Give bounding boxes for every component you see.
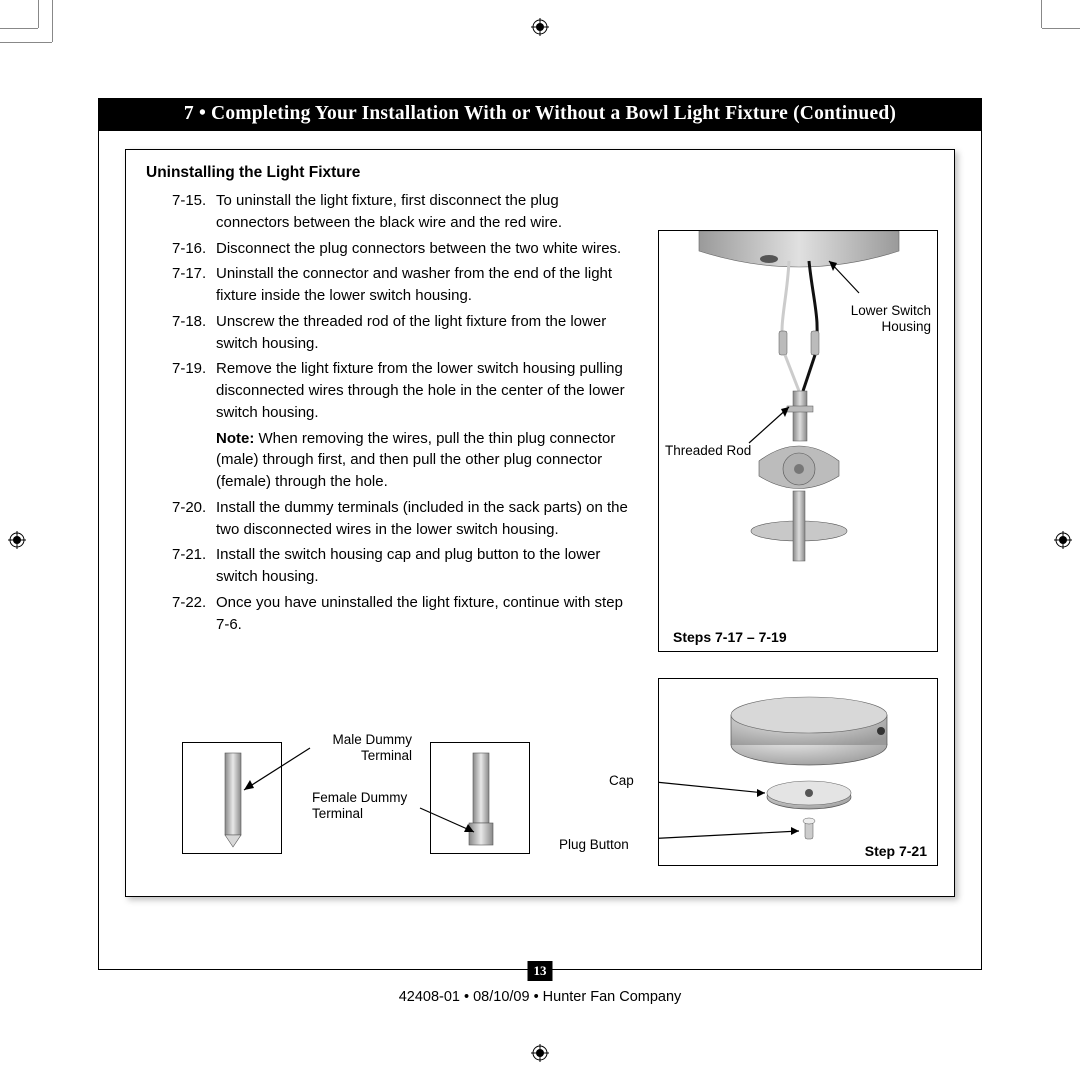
note-row: Note: When removing the wires, pull the …	[216, 428, 632, 493]
male-terminal-icon	[183, 743, 283, 855]
registration-mark-icon	[8, 531, 26, 549]
figure-step-721: Cap Plug Button Step 7-21	[658, 678, 938, 866]
figure-label-cap: Cap	[609, 773, 634, 788]
steps-list: 7-15.To uninstall the light fixture, fir…	[172, 190, 632, 424]
note-text: When removing the wires, pull the thin p…	[216, 430, 615, 491]
crop-mark	[1042, 28, 1080, 29]
step-text: Unscrew the threaded rod of the light fi…	[216, 311, 632, 355]
step-row: 7-20.Install the dummy terminals (includ…	[172, 497, 632, 541]
note-label: Note:	[216, 430, 254, 447]
step-text: Install the dummy terminals (included in…	[216, 497, 632, 541]
crop-mark	[52, 0, 53, 42]
step-text: Uninstall the connector and washer from …	[216, 263, 632, 307]
male-terminal-figure	[182, 742, 282, 854]
step-text: To uninstall the light fixture, first di…	[216, 190, 632, 234]
crop-mark	[0, 42, 52, 43]
content-outer: Uninstalling the Light Fixture 7-15.To u…	[99, 131, 981, 921]
step-number: 7-15.	[172, 190, 216, 234]
figure-label-threaded-rod: Threaded Rod	[665, 443, 751, 458]
step-number: 7-21.	[172, 544, 216, 588]
figure-label-plug-button: Plug Button	[559, 837, 629, 852]
cap-diagram-icon	[659, 679, 939, 847]
page-title: 7 • Completing Your Installation With or…	[99, 99, 981, 131]
step-row: 7-15.To uninstall the light fixture, fir…	[172, 190, 632, 234]
page-frame: 7 • Completing Your Installation With or…	[98, 98, 982, 970]
step-text: Remove the light fixture from the lower …	[216, 358, 632, 423]
step-row: 7-22.Once you have uninstalled the light…	[172, 592, 632, 636]
figure-caption: Step 7-21	[865, 843, 927, 859]
step-number: 7-18.	[172, 311, 216, 355]
step-number: 7-19.	[172, 358, 216, 423]
step-row: 7-16.Disconnect the plug connectors betw…	[172, 238, 632, 260]
label-male-terminal: Male Dummy Terminal	[312, 732, 412, 764]
step-text: Once you have uninstalled the light fixt…	[216, 592, 632, 636]
registration-mark-icon	[531, 18, 549, 36]
section-heading: Uninstalling the Light Fixture	[146, 164, 938, 182]
steps-list-2: 7-20.Install the dummy terminals (includ…	[172, 497, 632, 636]
step-number: 7-17.	[172, 263, 216, 307]
crop-mark	[1041, 0, 1042, 28]
registration-mark-icon	[531, 1044, 549, 1062]
figure-steps-717-719: Lower Switch Housing Threaded Rod Steps …	[658, 230, 938, 652]
figure-caption: Steps 7-17 – 7-19	[673, 629, 787, 645]
crop-mark	[38, 0, 39, 28]
label-female-terminal: Female Dummy Terminal	[312, 790, 422, 822]
step-row: 7-19.Remove the light fixture from the l…	[172, 358, 632, 423]
content-box: Uninstalling the Light Fixture 7-15.To u…	[125, 149, 955, 897]
step-row: 7-21.Install the switch housing cap and …	[172, 544, 632, 588]
fixture-diagram-icon	[659, 231, 939, 631]
crop-mark	[0, 28, 38, 29]
page-number: 13	[528, 961, 553, 981]
footer-text: 42408-01 • 08/10/09 • Hunter Fan Company	[99, 989, 981, 1005]
female-terminal-icon	[431, 743, 531, 855]
registration-mark-icon	[1054, 531, 1072, 549]
step-text: Install the switch housing cap and plug …	[216, 544, 632, 588]
female-terminal-figure	[430, 742, 530, 854]
step-number: 7-20.	[172, 497, 216, 541]
step-row: 7-18.Unscrew the threaded rod of the lig…	[172, 311, 632, 355]
step-number: 7-16.	[172, 238, 216, 260]
step-text: Disconnect the plug connectors between t…	[216, 238, 632, 260]
figure-label-lower-switch: Lower Switch Housing	[851, 303, 931, 335]
step-row: 7-17.Uninstall the connector and washer …	[172, 263, 632, 307]
step-number: 7-22.	[172, 592, 216, 636]
